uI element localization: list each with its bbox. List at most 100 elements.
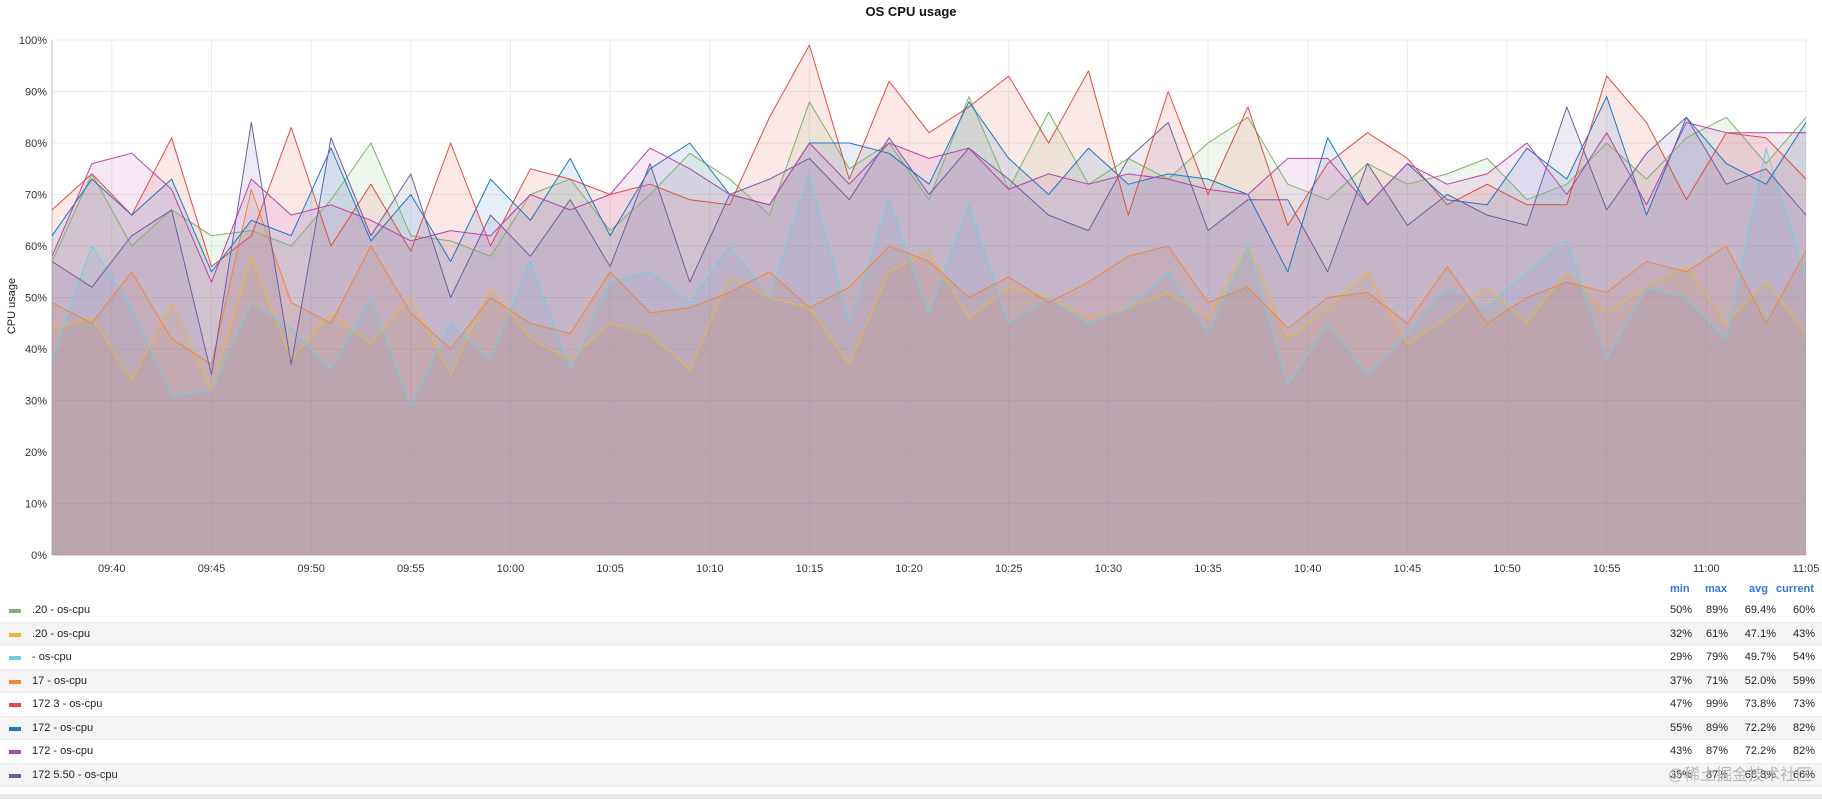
legend-swatch[interactable] [9, 656, 21, 660]
legend-swatch[interactable] [9, 773, 21, 778]
x-tick-label: 10:30 [1095, 563, 1123, 575]
series-line[interactable] [51, 245, 1807, 391]
x-tick-label: 10:55 [1593, 563, 1621, 575]
series-line[interactable] [51, 96, 1807, 273]
x-tick-label: 10:35 [1194, 563, 1222, 575]
series-line[interactable] [51, 147, 1807, 407]
legend-avg-value: 47.1% [1744, 627, 1776, 640]
x-tick-label: 10:50 [1493, 563, 1521, 575]
series-areas [52, 45, 1806, 556]
y-tick-label: 50% [25, 293, 47, 305]
legend-row[interactable]: 172 5.50 - os-cpu 35% 87% 66.8% 66% [0, 763, 1822, 787]
legend-current-value: 43% [1792, 627, 1815, 640]
y-tick-label: 10% [25, 499, 47, 511]
legend-row[interactable]: 17 - os-cpu 37% 71% 52.0% 59% [0, 669, 1822, 693]
legend-max-value: 79% [1705, 651, 1728, 663]
legend-row[interactable]: 172 - os-cpu 55% 89% 72.2% 82% [0, 716, 1822, 740]
legend-current-value: 60% [1792, 604, 1815, 616]
legend-row[interactable]: 172 3 - os-cpu 47% 99% 73.8% 73% [0, 693, 1822, 717]
legend-current-value: 82% [1792, 721, 1815, 734]
bottom-bar [0, 794, 1822, 799]
y-tick-label: 100% [19, 35, 47, 47]
y-tick-label: 20% [25, 447, 47, 459]
legend-max-value: 87% [1705, 768, 1728, 781]
legend-min-value: 43% [1669, 745, 1692, 757]
legend-current-value: 82% [1792, 745, 1815, 757]
legend-series-name[interactable]: 172 5.50 - os-cpu [32, 768, 118, 781]
legend-current-value: 73% [1792, 698, 1815, 710]
legend-row[interactable]: .20 - os-cpu 50% 89% 69.4% 60% [0, 599, 1822, 623]
legend-header-avg[interactable]: avg [1749, 583, 1768, 595]
legend-avg-value: 52.0% [1744, 674, 1776, 687]
legend-header-min[interactable]: min [1670, 583, 1690, 595]
x-tick-labels: 09:40 09:45 09:50 09:55 10:00 10:05 10:10 10:15… [98, 563, 1819, 575]
series-area [52, 106, 1806, 556]
legend-series-name[interactable]: .20 - os-cpu [32, 627, 91, 640]
legend-rows: .20 - os-cpu 50% 89% 69.4% 60% .20 - os-cpu 32… [0, 599, 1822, 787]
series-area [52, 189, 1806, 555]
legend-header: min max avg current [0, 581, 1822, 599]
series-line[interactable] [51, 96, 1807, 262]
legend-min-value: 35% [1669, 768, 1692, 781]
y-tick-label: 70% [25, 190, 47, 202]
x-tick-label: 09:55 [397, 563, 425, 575]
x-tick-label: 09:45 [198, 563, 226, 575]
legend-max-value: 99% [1705, 698, 1728, 710]
legend-current-value: 59% [1792, 674, 1815, 687]
y-tick-label: 40% [25, 344, 47, 356]
series-area [52, 96, 1806, 555]
y-tick-label: 30% [25, 396, 47, 408]
legend-swatch[interactable] [9, 750, 21, 754]
series-line[interactable] [51, 188, 1807, 365]
legend-max-value: 61% [1705, 627, 1728, 640]
legend-avg-value: 69.4% [1744, 604, 1776, 616]
series-line[interactable] [51, 106, 1807, 376]
legend-swatch[interactable] [9, 703, 21, 707]
series-area [52, 45, 1806, 555]
legend-swatch[interactable] [9, 726, 21, 731]
legend-current-value: 66% [1792, 768, 1815, 781]
x-tick-label: 10:20 [895, 563, 923, 575]
legend-max-value: 87% [1705, 745, 1728, 757]
legend-series-name[interactable]: 172 - os-cpu [32, 721, 94, 734]
series-area [52, 122, 1806, 556]
legend-header-max[interactable]: max [1705, 583, 1728, 595]
chart-title: OS CPU usage [865, 4, 957, 19]
legend-series-name[interactable]: .20 - os-cpu [32, 604, 91, 616]
y-tick-label: 60% [25, 241, 47, 253]
series-lines [51, 44, 1807, 407]
legend-series-name[interactable]: 172 3 - os-cpu [32, 698, 103, 710]
x-tick-label: 09:40 [98, 563, 126, 575]
x-tick-label: 11:00 [1693, 563, 1720, 575]
legend-swatch[interactable] [9, 632, 21, 637]
x-tick-label: 10:40 [1294, 563, 1322, 575]
legend-series-name[interactable]: 172 - os-cpu [32, 745, 94, 757]
legend-swatch[interactable] [9, 609, 21, 613]
y-tick-label: 90% [25, 87, 47, 99]
series-area [52, 96, 1806, 555]
legend-current-value: 54% [1792, 651, 1815, 663]
legend-series-name[interactable]: - os-cpu [32, 651, 72, 663]
series-line[interactable] [51, 121, 1806, 283]
legend-avg-value: 66.8% [1744, 768, 1776, 781]
plot-area[interactable]: 0%10%20%30%40%50%60%70%80%90%100% 09:40 0… [0, 0, 1822, 580]
legend-avg-value: 72.2% [1744, 721, 1776, 734]
legend-header-current[interactable]: current [1776, 583, 1814, 595]
watermark: @稀土掘金技术社区 [1667, 767, 1812, 784]
legend-min-value: 37% [1669, 674, 1692, 687]
legend-min-value: 55% [1669, 721, 1692, 734]
legend-series-name[interactable]: 17 - os-cpu [32, 674, 88, 687]
x-tick-label: 11:05 [1793, 563, 1820, 575]
legend-avg-value: 49.7% [1744, 651, 1776, 663]
legend-avg-value: 73.8% [1744, 698, 1776, 710]
legend-max-value: 71% [1705, 674, 1728, 687]
legend-row[interactable]: 172 - os-cpu 43% 87% 72.2% 82% [0, 740, 1822, 764]
y-tick-labels: 0% 10% 20% 30% 40% 50% 60% 70% 80% 90% 100% [19, 35, 47, 562]
x-tick-label: 10:10 [696, 563, 724, 575]
series-line[interactable] [51, 44, 1807, 268]
legend-swatch[interactable] [9, 679, 21, 684]
legend-row[interactable]: - os-cpu 29% 79% 49.7% 54% [0, 646, 1822, 670]
legend-row[interactable]: .20 - os-cpu 32% 61% 47.1% 43% [0, 622, 1822, 646]
legend-min-value: 50% [1669, 604, 1692, 616]
